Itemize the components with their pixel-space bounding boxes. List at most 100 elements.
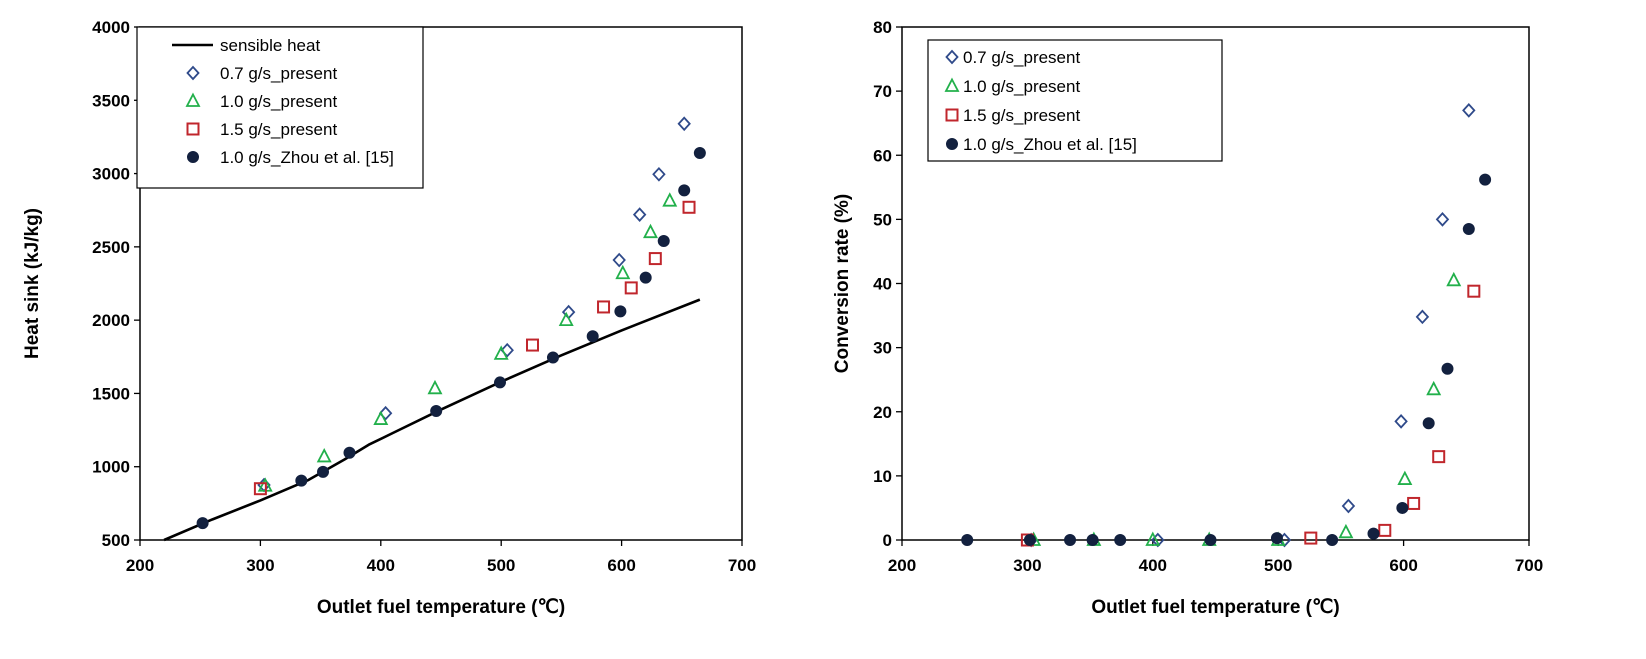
y-tick-label: 4000 <box>92 18 130 37</box>
y-tick-label: 500 <box>102 531 130 550</box>
data-point <box>378 405 393 421</box>
data-point <box>693 147 706 160</box>
data-point <box>1435 212 1450 227</box>
data-point <box>253 482 267 496</box>
x-tick-label: 200 <box>888 556 916 575</box>
y-tick-label: 50 <box>873 210 892 229</box>
x-tick-label: 300 <box>246 556 274 575</box>
data-point <box>1394 414 1408 429</box>
data-point <box>1023 534 1036 546</box>
legend-swatch <box>185 92 201 107</box>
data-point <box>493 376 506 389</box>
data-point <box>1462 103 1476 118</box>
y-axis-label: Heat sink (kJ/kg) <box>22 208 43 359</box>
data-point <box>1304 531 1318 545</box>
data-point <box>682 200 696 214</box>
data-point <box>1378 523 1392 537</box>
data-point <box>526 338 540 352</box>
data-point <box>678 184 691 197</box>
data-point <box>558 311 574 327</box>
data-point <box>317 465 330 478</box>
data-point <box>632 207 647 222</box>
data-point <box>652 166 666 182</box>
x-tick-label: 700 <box>1515 556 1543 575</box>
legend-swatch <box>186 122 200 136</box>
series-triangle <box>1026 271 1462 546</box>
y-tick-label: 60 <box>873 146 892 165</box>
series-circle <box>961 173 1492 546</box>
data-point <box>961 534 974 546</box>
y-tick-label: 3000 <box>92 165 130 184</box>
data-point <box>1467 284 1481 298</box>
y-tick-label: 20 <box>873 403 892 422</box>
y-tick-label: 40 <box>873 275 892 294</box>
data-point <box>427 379 443 395</box>
data-point <box>1396 501 1409 514</box>
data-point <box>612 252 626 268</box>
data-point <box>586 330 599 343</box>
x-tick-label: 500 <box>487 556 515 575</box>
data-point <box>1415 309 1430 325</box>
y-tick-label: 0 <box>883 531 892 550</box>
legend-entry: 1.0 g/s_present <box>220 92 337 111</box>
y-tick-label: 3500 <box>92 91 130 110</box>
legend: 0.7 g/s_present 1.0 g/s_present 1.5 g/s_pr… <box>927 39 1223 162</box>
y-tick-label: 70 <box>873 82 892 101</box>
data-point <box>1270 532 1283 545</box>
x-tick-label: 400 <box>1139 556 1167 575</box>
series-diamond <box>1024 103 1476 548</box>
data-point <box>196 517 209 530</box>
data-point <box>1204 534 1217 546</box>
data-point <box>373 410 389 425</box>
x-axis-label: Outlet fuel temperature (℃) <box>317 597 565 618</box>
series-diamond <box>257 116 691 493</box>
data-point <box>1432 450 1446 464</box>
series-square <box>253 200 696 496</box>
data-point <box>1338 523 1354 539</box>
data-point <box>1397 470 1413 485</box>
data-point <box>493 345 509 360</box>
x-axis-label: Outlet fuel temperature (℃) <box>1091 597 1339 618</box>
data-point <box>1064 534 1077 546</box>
legend: sensible heat 0.7 g/s_present 1.0 g/s_pres… <box>136 26 424 189</box>
legend-box <box>136 26 424 189</box>
x-tick-label: 400 <box>367 556 395 575</box>
x-tick-label: 300 <box>1013 556 1041 575</box>
x-tick-label: 700 <box>728 556 756 575</box>
data-point <box>1145 531 1161 546</box>
y-tick-label: 30 <box>873 339 892 358</box>
data-point <box>1462 222 1475 235</box>
y-tick-label: 1500 <box>92 384 130 403</box>
series-triangle <box>257 192 678 492</box>
data-point <box>662 192 678 207</box>
legend-entry: 1.5 g/s_present <box>220 120 337 139</box>
legend-box <box>927 39 1223 162</box>
data-point <box>597 300 611 314</box>
legend-entry: 1.0 g/s_Zhou et al. [15] <box>220 148 394 167</box>
data-point <box>430 405 443 418</box>
data-point <box>1422 417 1435 430</box>
legend-swatch <box>946 138 958 150</box>
data-point <box>624 281 638 295</box>
heat-sink-chart: 200 300 400 500 600 700 500 1000 1500 2000 2500 300… <box>22 18 756 618</box>
data-point <box>1341 498 1356 514</box>
y-tick-label: 2500 <box>92 238 130 257</box>
data-point <box>648 252 662 266</box>
data-point <box>500 342 514 358</box>
data-point <box>614 305 627 318</box>
data-point <box>1407 496 1421 510</box>
data-point <box>1114 534 1127 546</box>
y-tick-label: 10 <box>873 467 892 486</box>
sensible-heat-line <box>163 298 701 542</box>
legend-swatch <box>945 49 959 65</box>
data-point <box>639 271 652 284</box>
data-point <box>657 234 670 247</box>
data-point <box>1446 271 1462 287</box>
legend-entry: 1.5 g/s_present <box>963 106 1080 125</box>
y-axis-label: Conversion rate (%) <box>832 194 853 373</box>
x-tick-label: 500 <box>1264 556 1292 575</box>
data-point <box>1326 534 1339 546</box>
x-tick-label: 600 <box>1389 556 1417 575</box>
data-point <box>677 116 691 132</box>
